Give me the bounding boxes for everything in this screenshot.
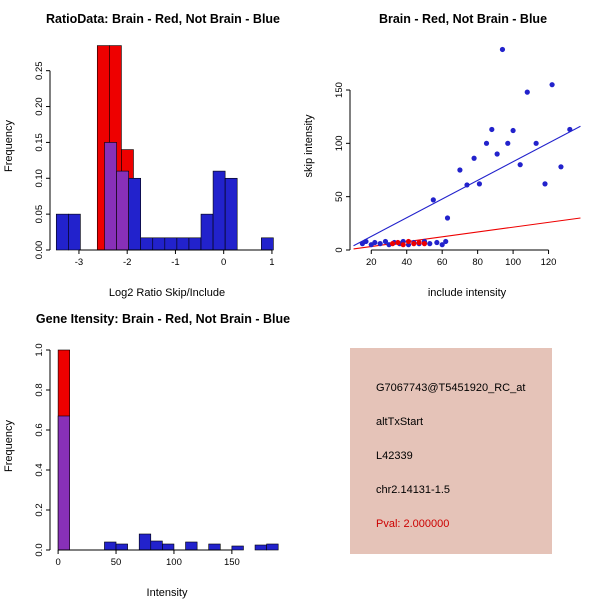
svg-text:20: 20 xyxy=(366,257,377,268)
svg-text:0.05: 0.05 xyxy=(34,205,45,224)
svg-text:Frequency: Frequency xyxy=(3,420,15,472)
gene-probe-id: G7067743@T5451920_RC_at xyxy=(376,382,526,394)
gene-location: chr2.14131-1.5 xyxy=(376,484,450,496)
svg-text:0.10: 0.10 xyxy=(34,169,45,188)
svg-text:100: 100 xyxy=(505,257,521,268)
svg-text:40: 40 xyxy=(401,257,412,268)
svg-text:120: 120 xyxy=(541,257,557,268)
svg-text:Log2 Ratio Skip/Include: Log2 Ratio Skip/Include xyxy=(109,287,225,299)
svg-text:1: 1 xyxy=(269,257,274,268)
svg-text:50: 50 xyxy=(111,557,122,568)
panel-ratio-histogram: RatioData: Brain - Red, Not Brain - Blue… xyxy=(0,0,300,300)
svg-text:skip intensity: skip intensity xyxy=(303,114,315,177)
svg-text:0.0: 0.0 xyxy=(34,543,45,556)
svg-text:60: 60 xyxy=(437,257,448,268)
panel-gene-info: G7067743@T5451920_RC_at altTxStart L4233… xyxy=(300,300,600,600)
svg-text:150: 150 xyxy=(224,557,240,568)
svg-text:1.0: 1.0 xyxy=(34,343,45,356)
svg-text:0.2: 0.2 xyxy=(34,503,45,516)
svg-text:80: 80 xyxy=(472,257,483,268)
ratio-histogram-title: RatioData: Brain - Red, Not Brain - Blue xyxy=(45,12,281,26)
svg-text:0.6: 0.6 xyxy=(34,423,45,436)
svg-text:-3: -3 xyxy=(75,257,83,268)
svg-text:100: 100 xyxy=(334,135,345,151)
svg-text:0: 0 xyxy=(55,557,60,568)
svg-text:Intensity: Intensity xyxy=(147,587,188,599)
gene-pval: Pval: 2.000000 xyxy=(376,518,450,530)
panel-intensity-scatter: Brain - Red, Not Brain - Blue 20 40 60 80 10… xyxy=(300,0,600,300)
gene-accession: L42339 xyxy=(376,450,413,462)
svg-text:100: 100 xyxy=(166,557,182,568)
svg-text:0: 0 xyxy=(221,257,226,268)
svg-text:0.4: 0.4 xyxy=(34,463,45,476)
svg-text:50: 50 xyxy=(334,191,345,202)
svg-text:include intensity: include intensity xyxy=(428,287,507,299)
svg-text:-1: -1 xyxy=(171,257,179,268)
svg-text:0.8: 0.8 xyxy=(34,383,45,396)
svg-text:0.00: 0.00 xyxy=(34,241,45,260)
svg-text:0.20: 0.20 xyxy=(34,97,45,116)
svg-text:0.15: 0.15 xyxy=(34,133,45,152)
gene-intensity-title: Gene Itensity: Brain - Red, Not Brain - … xyxy=(35,312,291,326)
svg-text:0: 0 xyxy=(334,247,345,252)
gene-event-type: altTxStart xyxy=(376,416,424,428)
intensity-scatter-plot: 20 40 60 80 100 120 0 50 100 150 include intensity… xyxy=(303,46,581,299)
panel-gene-intensity-histogram: Gene Itensity: Brain - Red, Not Brain - … xyxy=(0,300,300,600)
svg-text:0.25: 0.25 xyxy=(34,61,45,79)
gene-info-box: G7067743@T5451920_RC_at altTxStart L4233… xyxy=(350,348,552,554)
svg-text:150: 150 xyxy=(334,82,345,98)
intensity-scatter-title: Brain - Red, Not Brain - Blue xyxy=(378,12,548,26)
svg-text:Frequency: Frequency xyxy=(3,120,15,172)
gene-intensity-histogram-plot: 0 50 100 150 0.0 0.2 0.4 0.6 0.8 1.0 Intensity Freq… xyxy=(3,343,279,599)
svg-text:-2: -2 xyxy=(123,257,131,268)
ratio-histogram-plot: -3 -2 -1 0 1 0.00 0.05 0.10 0.15 0.20 0.25 Log2 Rat… xyxy=(3,45,275,299)
